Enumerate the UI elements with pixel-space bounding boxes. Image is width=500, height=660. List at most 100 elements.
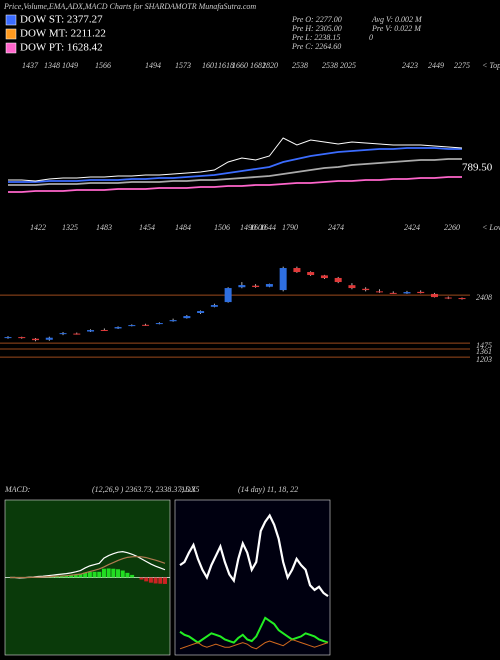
histogram-bar [83,572,88,578]
candle-body [183,316,191,319]
histogram-bar [144,577,149,582]
histogram-bar [87,571,92,578]
panel-title: ADX [179,485,197,494]
candle-body [59,333,67,335]
candle-body [279,268,287,291]
candle-body [375,291,383,293]
top-label: 1437 [22,61,39,70]
candle-body [252,285,260,288]
histogram-bar [73,574,78,578]
legend-swatch [5,28,17,40]
info-text: Avg V: 0.002 M [371,15,423,24]
candle-body [348,285,356,289]
legend-swatch [5,42,17,54]
candle-body [293,268,301,273]
histogram-bar [120,570,125,578]
top-label: 1573 [175,61,191,70]
low-label: 2260 [444,223,460,232]
candle-body [389,292,397,294]
candle-body [100,329,108,331]
candle-body [430,293,438,298]
ema-line [8,137,463,182]
candle-body [265,284,273,287]
legend-label: DOW MT: 2211.22 [20,28,106,40]
level-label: 789.50 [462,162,493,174]
low-label: 2474 [328,223,344,232]
candle-body [128,325,136,327]
candle-body [210,305,218,307]
candle-body [32,338,40,341]
candle-body [320,275,328,279]
histogram-bar [59,575,64,578]
top-label: 2423 [402,61,418,70]
candle-body [238,285,246,288]
top-label: 1566 [95,61,111,70]
adx-line [179,616,329,644]
adx-panel [174,499,331,656]
adx-line [179,638,329,650]
histogram-bar [78,573,83,578]
candle-body [458,298,466,300]
legend-swatch [5,14,17,26]
histogram-bar [116,569,121,578]
price-level-label: 1203 [476,355,492,364]
low-label: 1325 [62,223,78,232]
info-text: 0 [369,33,373,42]
page-title: Price,Volume,EMA,ADX,MACD Charts for SHA… [3,2,256,11]
price-level-label: 1475 [476,341,492,350]
candle-body [307,272,315,276]
panel-title: MACD: [4,485,31,494]
top-label: 1348 [44,61,60,70]
price-level-label: 2408 [476,293,492,302]
histogram-bar [97,571,102,578]
candle-body [45,337,53,340]
info-text: Pre C: 2264.60 [291,42,341,51]
info-text: Pre O: 2277.00 [291,15,342,24]
ema-line [8,147,462,183]
candle-body [18,337,26,339]
low-label: 1454 [139,223,155,232]
candle-body [87,330,95,332]
legend-label: DOW PT: 1628.42 [20,42,103,54]
candle-body [169,320,177,322]
lows-caption: < Lows [482,223,500,232]
candle-body [334,277,342,283]
histogram-bar [69,575,74,578]
top-label: 1660 [232,61,248,70]
histogram-bar [130,574,135,578]
histogram-bar [111,568,116,578]
candle-body [444,297,452,299]
histogram-bar [101,568,106,578]
top-label: 1601 [202,61,218,70]
histogram-bar [163,577,167,584]
price-level-label: 1361 [476,347,492,356]
low-label: 1506 [214,223,230,232]
top-label: 2538 [322,61,338,70]
candle-body [142,324,150,326]
ema-line [8,176,462,193]
candle-body [155,323,163,325]
low-label: 1644 [260,223,276,232]
top-label: 1049 [62,61,78,70]
info-text: Pre H: 2305.00 [291,24,342,33]
info-text: Pre L: 2238.15 [291,33,340,42]
top-label: 2449 [428,61,444,70]
low-label: 1490 [240,223,256,232]
low-label: 2424 [404,223,420,232]
histogram-bar [158,577,163,584]
candle-body [362,288,370,291]
ema-line [8,158,462,186]
macd-line [10,555,166,579]
histogram-bar [64,575,69,578]
tops-caption: < Tops [482,61,500,70]
low-label: 1483 [96,223,112,232]
candle-body [114,327,122,329]
top-label: 1618 [218,61,234,70]
top-label: 1494 [145,61,161,70]
candle-body [403,292,411,294]
histogram-bar [153,577,158,584]
top-label: 1682 [250,61,266,70]
candle-body [197,311,205,313]
top-label: 2025 [340,61,356,70]
